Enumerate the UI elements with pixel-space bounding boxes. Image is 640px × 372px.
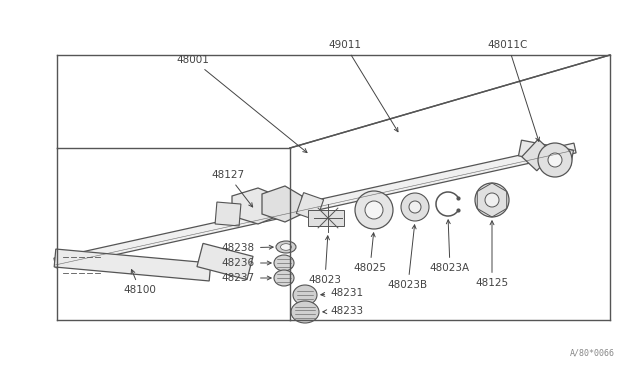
Polygon shape bbox=[308, 210, 344, 226]
Text: 48238: 48238 bbox=[222, 243, 273, 253]
Ellipse shape bbox=[485, 193, 499, 207]
Ellipse shape bbox=[274, 270, 294, 286]
Text: 48023B: 48023B bbox=[388, 225, 428, 290]
Ellipse shape bbox=[538, 143, 572, 177]
Text: 48237: 48237 bbox=[222, 273, 271, 283]
Ellipse shape bbox=[291, 301, 319, 323]
Text: A/80*0066: A/80*0066 bbox=[570, 349, 615, 358]
Text: 48231: 48231 bbox=[321, 288, 363, 298]
Polygon shape bbox=[262, 186, 302, 222]
Ellipse shape bbox=[293, 285, 317, 305]
Text: 48236: 48236 bbox=[222, 258, 271, 268]
Polygon shape bbox=[197, 243, 253, 280]
Ellipse shape bbox=[355, 191, 393, 229]
Text: 48025: 48025 bbox=[353, 233, 387, 273]
Polygon shape bbox=[232, 188, 278, 224]
Text: 48023: 48023 bbox=[308, 236, 342, 285]
Polygon shape bbox=[522, 139, 553, 171]
Text: 48233: 48233 bbox=[323, 306, 363, 316]
Ellipse shape bbox=[548, 153, 562, 167]
Polygon shape bbox=[215, 202, 241, 226]
Polygon shape bbox=[518, 140, 573, 166]
Ellipse shape bbox=[409, 201, 421, 213]
Polygon shape bbox=[54, 143, 576, 268]
Ellipse shape bbox=[276, 241, 296, 253]
Text: 48011C: 48011C bbox=[488, 40, 540, 141]
Circle shape bbox=[322, 212, 334, 224]
Text: 49011: 49011 bbox=[328, 40, 398, 132]
Ellipse shape bbox=[475, 183, 509, 217]
Ellipse shape bbox=[365, 201, 383, 219]
Polygon shape bbox=[296, 193, 324, 220]
Ellipse shape bbox=[280, 244, 291, 250]
Ellipse shape bbox=[274, 255, 294, 271]
Text: 48023A: 48023A bbox=[430, 220, 470, 273]
Text: 48001: 48001 bbox=[177, 55, 307, 153]
Text: 48125: 48125 bbox=[476, 221, 509, 288]
Text: 48100: 48100 bbox=[124, 270, 156, 295]
Polygon shape bbox=[54, 249, 211, 281]
Ellipse shape bbox=[401, 193, 429, 221]
Text: 48127: 48127 bbox=[211, 170, 253, 207]
